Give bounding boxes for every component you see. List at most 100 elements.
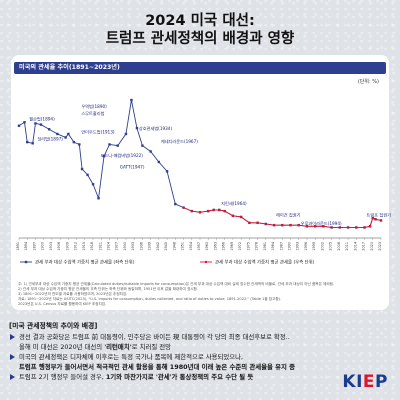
data-point-circle: [363, 226, 366, 229]
x-tick-label: 1960: [205, 242, 209, 251]
data-point-square: [23, 121, 26, 124]
data-point-circle: [190, 209, 193, 213]
summary-bullet-1: 경선 결과 공화당은 트럼프 前 대통령이, 민주당은 바이든 現 대통령이 각…: [9, 332, 394, 352]
x-tick-label: 1987: [279, 242, 283, 251]
data-point-square: [86, 173, 89, 177]
x-tick-label: 1921: [98, 242, 102, 251]
legend-label: 관세 부과 대상 수입액 가중치 평균 관세율 (우측 단위): [215, 259, 315, 266]
data-point-square: [116, 144, 119, 147]
data-point-circle: [322, 225, 325, 228]
data-point-circle: [338, 226, 342, 229]
data-point-square: [47, 128, 51, 131]
x-tick-label: 1936: [139, 242, 143, 251]
data-point-circle: [330, 226, 333, 229]
annotation-label: 딩리법(1897): [37, 136, 63, 143]
data-point-square: [26, 140, 29, 144]
data-point-square: [67, 132, 70, 136]
unit-label: (단위: %): [357, 79, 379, 85]
x-tick-label: 1981: [263, 242, 267, 251]
footnote-line: 2023년은 U.S. Census 자료를 활용하여 KIEP 추정치임.: [18, 302, 107, 306]
footnote-line: 2) 관세 부과 대상 수입액 가중치 평균 관세율의 우측 단위는 좌측 단위…: [18, 287, 199, 291]
annotation-label: 레이건 집권기: [276, 212, 301, 219]
annotation-label: GATT(1947): [120, 165, 145, 170]
legend-marker-circle: [204, 260, 208, 264]
data-point-square: [17, 124, 21, 127]
x-tick-label: 1906: [57, 242, 61, 251]
annotation-label: 지킨세(1964): [221, 200, 247, 207]
x-tick-label: 1954: [189, 242, 193, 251]
x-tick-label: 1891: [16, 242, 20, 251]
annotation-label: 우루과이라운드(1994): [301, 220, 342, 227]
bullet-text: 트럼프 2기 행정부 들어설 경우,: [19, 373, 106, 381]
data-point-square: [165, 170, 169, 173]
data-point-square: [124, 132, 128, 136]
x-tick-label: 1915: [82, 242, 86, 251]
annotation-label: 월슨법(1894): [29, 116, 55, 123]
data-point-circle: [231, 214, 235, 217]
data-point-circle: [313, 225, 317, 228]
footnotes: 주: 1) 관세부과 대상 수입액 가중치 평균 관세율(Calculated …: [18, 282, 383, 307]
data-point-circle: [264, 222, 268, 226]
footnote-line: 3) 1891~2022년의 연도별 자료를 사용하였으며, 2023년은 추정…: [18, 292, 128, 296]
data-point-square: [34, 122, 37, 125]
x-tick-label: 1927: [115, 242, 119, 251]
x-tick-label: 1999: [312, 242, 316, 251]
data-point-circle: [355, 226, 358, 229]
bullet-text-bold: '리턴매치': [104, 343, 132, 351]
data-point-circle: [374, 218, 377, 221]
annotation-label: 트럼프 집권기: [367, 212, 392, 219]
bullet-text: 경선 결과 공화당은 트럼프 前 대통령이, 민주당은 바이든 現 대통령이 각…: [19, 333, 290, 341]
data-point-circle: [346, 226, 350, 229]
data-point-square: [157, 160, 161, 164]
logo-text-p: P: [375, 372, 388, 392]
data-point-square: [56, 132, 59, 136]
x-tick-label: 1966: [222, 242, 226, 251]
x-tick-label: 2020: [370, 242, 374, 251]
bullet-text-bold: 트럼프 행정부가 들어서면서 적극적인 관세 활용을 통해 1980년대 이래 …: [19, 363, 296, 371]
data-point-square: [102, 154, 106, 158]
x-tick-label: 1909: [65, 242, 69, 251]
bullet-text-bold: 1기와 마찬가지로 '관세'가 통상정책의 주요 수단 될 듯: [105, 373, 254, 381]
x-tick-label: 1894: [24, 242, 28, 251]
x-tick-label: 2002: [320, 242, 324, 251]
x-tick-label: 1903: [49, 242, 53, 251]
data-point-circle: [207, 209, 210, 213]
x-tick-label: 1975: [246, 242, 250, 251]
summary-section: [미국 관세정책의 추이와 배경] 경선 결과 공화당은 트럼프 前 대통령이,…: [9, 321, 394, 382]
data-point-square: [108, 143, 111, 146]
data-point-circle: [368, 225, 372, 228]
footnote-line: 자료: 1891~2022년 자료는 USITC(2023), "U.S. im…: [18, 297, 282, 301]
annotation-label: 포드니-매컴버법(1922): [101, 152, 144, 159]
data-point-square: [130, 98, 133, 102]
footnote-line: 주: 1) 관세부과 대상 수입액 가중치 평균 관세율(Calculated …: [18, 282, 335, 286]
legend-label: 관세 부과 대상 수입액 가중치 평균 관세율 (좌측 단위): [35, 259, 135, 266]
annotation-label: 우역법(1890): [81, 103, 107, 110]
x-tick-label: 1990: [288, 242, 292, 251]
bullet-text: 올해 미 대선은 2020년 대선의: [19, 343, 105, 351]
summary-bullet-3: 트럼프 2기 행정부 들어설 경우, 1기와 마찬가지로 '관세'가 통상정책의…: [9, 372, 394, 382]
x-tick-label: 1924: [107, 242, 111, 251]
x-tick-label: 1933: [131, 242, 135, 251]
series-line-left: [18, 99, 382, 228]
data-point-square: [64, 136, 67, 139]
title-line-1: 2024 미국 대선:: [145, 13, 255, 29]
annotation-label: 스무트홀리법: [81, 110, 104, 117]
page-title: 2024 미국 대선: 트럼프 관세정책의 배경과 영향: [0, 12, 400, 49]
data-point-circle: [305, 225, 309, 228]
data-point-circle: [212, 208, 215, 212]
data-point-circle: [272, 223, 276, 227]
logo-text-e: E: [362, 372, 376, 392]
x-tick-label: 1957: [197, 242, 201, 251]
x-tick-label: 1939: [148, 242, 152, 251]
data-point-circle: [256, 221, 259, 224]
data-point-square: [72, 140, 76, 144]
data-point-square: [91, 183, 95, 186]
summary-bullet-2: 미국의 관세정책은 디자체에 이후로는 특정 국가나 품목에 제한적으로 사용되…: [9, 352, 394, 372]
bullet-text: 미국의 관세정책은 디자체에 이후로는 특정 국가나 품목에 제한적으로 사용되…: [19, 353, 244, 361]
x-tick-label: 1951: [181, 242, 185, 251]
data-point-circle: [297, 223, 300, 227]
bullet-text: 로 치러질 전망: [131, 343, 171, 351]
x-tick-label: 2017: [362, 242, 366, 251]
data-point-circle: [379, 219, 383, 222]
